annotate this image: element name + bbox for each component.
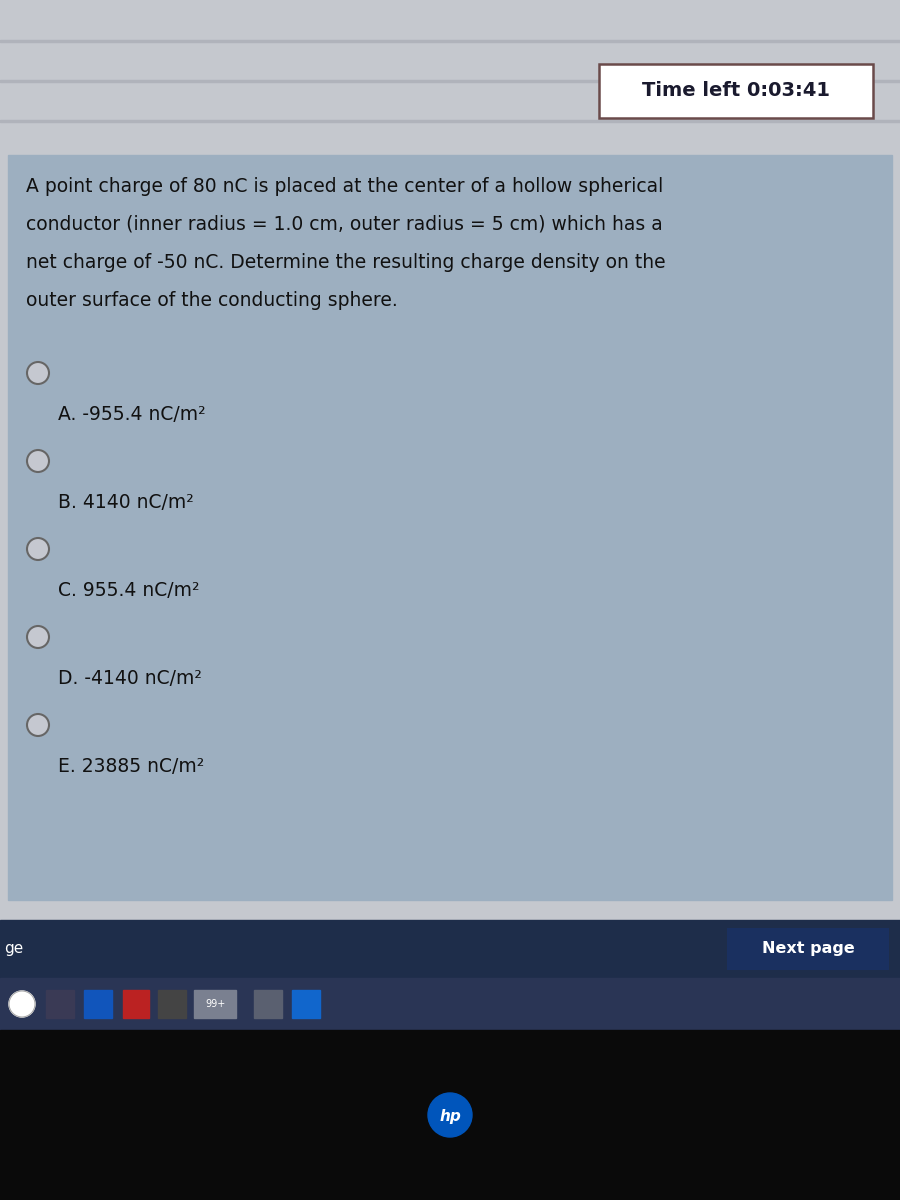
Text: hp: hp — [439, 1109, 461, 1123]
Bar — [0, 978, 900, 1030]
Circle shape — [27, 538, 49, 560]
Bar — [254, 990, 282, 1018]
Text: D. -4140 nC/m²: D. -4140 nC/m² — [58, 670, 202, 688]
Text: B. 4140 nC/m²: B. 4140 nC/m² — [58, 493, 194, 512]
Text: outer surface of the conducting sphere.: outer surface of the conducting sphere. — [26, 290, 398, 310]
Circle shape — [27, 714, 49, 736]
Bar — [0, 120, 900, 122]
FancyBboxPatch shape — [727, 928, 889, 970]
Bar — [123, 990, 149, 1018]
Bar — [0, 40, 900, 42]
Bar — [292, 990, 320, 1018]
Text: Next page: Next page — [761, 942, 854, 956]
Circle shape — [27, 450, 49, 472]
Text: A. -955.4 nC/m²: A. -955.4 nC/m² — [58, 404, 205, 424]
Text: A point charge of 80 nC is placed at the center of a hollow spherical: A point charge of 80 nC is placed at the… — [26, 176, 663, 196]
Bar — [0, 920, 900, 978]
Text: ge: ge — [4, 942, 23, 956]
Bar — [158, 990, 186, 1018]
Text: net charge of -50 nC. Determine the resulting charge density on the: net charge of -50 nC. Determine the resu… — [26, 253, 666, 272]
Text: conductor (inner radius = 1.0 cm, outer radius = 5 cm) which has a: conductor (inner radius = 1.0 cm, outer … — [26, 215, 662, 234]
Text: 99+: 99+ — [205, 998, 225, 1009]
Text: E. 23885 nC/m²: E. 23885 nC/m² — [58, 757, 204, 776]
Circle shape — [9, 991, 35, 1018]
Circle shape — [27, 626, 49, 648]
Bar — [84, 990, 112, 1018]
Bar — [194, 990, 236, 1018]
Bar — [0, 0, 900, 155]
Bar — [46, 990, 74, 1018]
FancyBboxPatch shape — [599, 64, 873, 118]
Text: Time left 0:03:41: Time left 0:03:41 — [642, 82, 830, 101]
Bar — [0, 80, 900, 82]
Circle shape — [27, 362, 49, 384]
Bar — [8, 155, 892, 900]
Bar — [0, 1030, 900, 1200]
Circle shape — [428, 1093, 472, 1138]
Text: C. 955.4 nC/m²: C. 955.4 nC/m² — [58, 581, 200, 600]
